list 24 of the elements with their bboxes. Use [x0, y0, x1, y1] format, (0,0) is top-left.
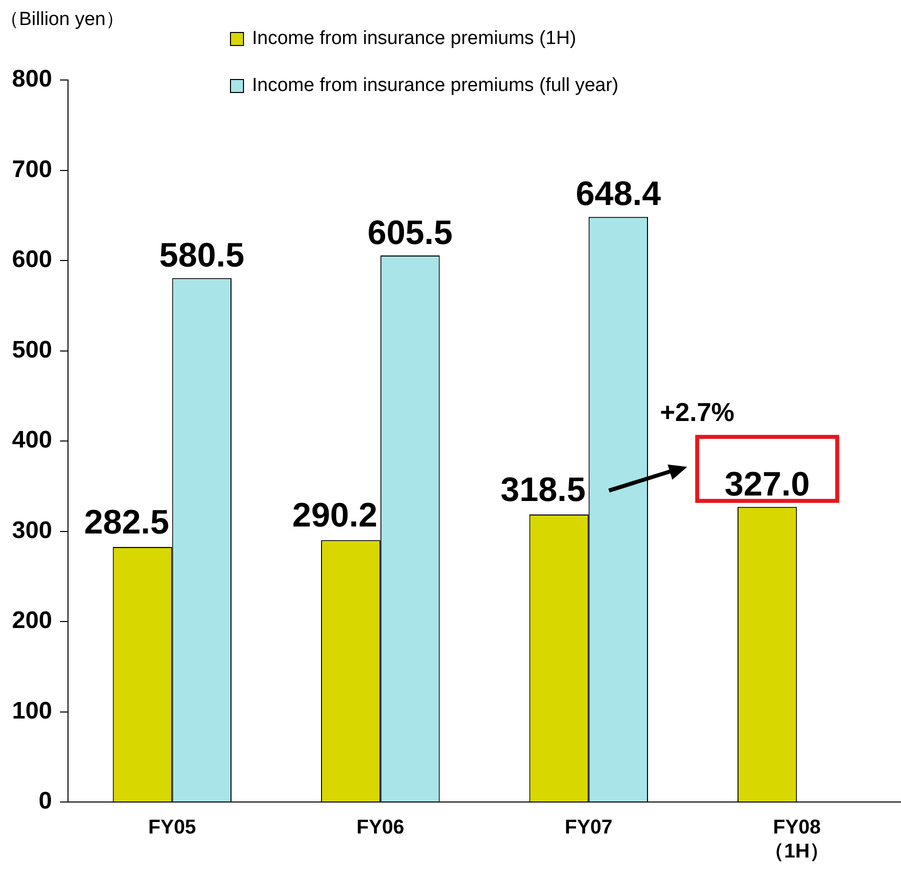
- data-label: 648.4: [576, 175, 661, 214]
- y-tick-label: 0: [38, 788, 52, 815]
- legend-label: Income from insurance premiums (full year): [252, 75, 618, 97]
- x-tick-label: FY06: [356, 816, 404, 839]
- y-tick-label: 800: [12, 66, 52, 93]
- y-tick-label: 400: [12, 426, 52, 454]
- y-tick-label: 300: [12, 516, 52, 544]
- y-axis-title: （Billion yen）: [0, 8, 125, 32]
- annotation: +2.7%: [660, 396, 734, 428]
- y-tick-label: 200: [12, 607, 52, 634]
- y-tick-label: 700: [12, 156, 52, 183]
- y-tick-label: 500: [12, 336, 52, 364]
- data-label: 605.5: [368, 214, 453, 252]
- data-label: 282.5: [84, 503, 170, 542]
- x-tick-label: FY07: [564, 816, 613, 839]
- data-label: 327.0: [724, 465, 810, 504]
- y-tick-label: 600: [12, 246, 52, 274]
- data-label: 580.5: [159, 236, 244, 274]
- x-tick-label: FY05: [148, 816, 196, 839]
- data-label: 318.5: [500, 470, 586, 509]
- data-label: 290.2: [292, 496, 378, 534]
- x-tick-label: FY08 （1H）: [764, 816, 830, 863]
- legend-label: Income from insurance premiums (1H): [252, 28, 576, 50]
- y-tick-label: 100: [12, 697, 52, 724]
